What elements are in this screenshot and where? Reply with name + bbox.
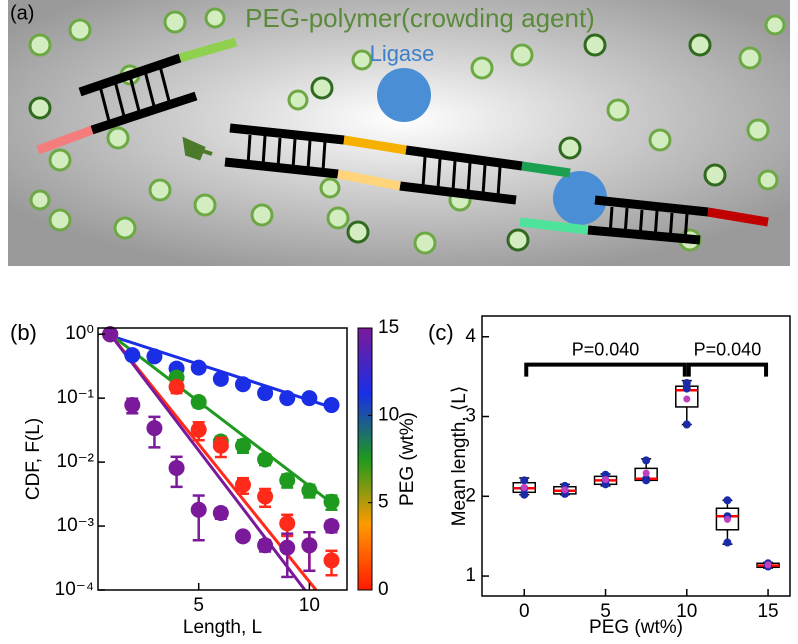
point [234,476,251,493]
colorbar-tick-label: 5 [378,492,389,513]
colorbar-tick-label: 10 [378,404,399,425]
colorbar-label: PEG (wt%) [397,412,418,506]
y-tick-label: 4 [465,326,476,347]
mean [602,476,610,484]
ligase [377,68,431,122]
point [301,390,318,407]
y-tick-label: 10⁻⁴ [55,579,94,600]
panel-a: (a) PEG-polymer(crowding agent) Ligase [8,0,790,266]
x-tick-label: 5 [600,601,611,622]
point [168,378,185,395]
point [323,493,340,510]
point [146,348,163,365]
ligase [553,171,607,225]
point [301,537,318,554]
point [257,451,274,468]
y-tick-label: 2 [465,485,476,506]
mean [520,484,528,492]
point [212,504,229,521]
point [190,501,207,518]
y-tick-label: 10⁰ [65,323,94,344]
point [279,390,296,407]
y-axis-label: CDF, F(L) [23,418,44,500]
key [182,136,213,161]
point [642,474,651,483]
x-tick-label: 15 [757,601,778,622]
x-tick-label: 10 [676,601,697,622]
point [682,384,691,393]
crowders [28,7,786,255]
point [682,379,691,388]
point [279,515,296,532]
mean [723,515,731,523]
point [234,437,251,454]
point [124,397,141,414]
x-tick-label: 0 [519,601,530,622]
point [520,490,529,499]
mean [683,395,691,403]
point [212,370,229,387]
mean [642,469,650,477]
y-tick-label: 1 [465,565,476,586]
y-tick-label: 10⁻¹ [57,387,95,408]
panel-label: (b) [10,320,37,345]
y-tick-label: 10⁻² [57,451,95,472]
mean [764,561,772,569]
point [124,347,141,364]
x-axis-label: Length, L [183,617,262,638]
point [682,420,691,429]
point [323,397,340,414]
x-axis-label: PEG (wt%) [589,617,683,638]
rungs [98,65,689,243]
point [323,518,340,535]
point [301,482,318,499]
plot-frame [97,327,348,591]
fit-line [109,333,333,505]
bracket [524,362,687,377]
point [520,476,529,485]
point [234,528,251,545]
y-tick-label: 10⁻³ [57,515,95,536]
point [212,437,229,454]
y-tick-label: 3 [465,406,476,427]
x-tick-label: 10 [299,595,320,616]
mean [561,486,569,494]
point [257,385,274,402]
point [323,552,340,569]
point [279,472,296,489]
crowder-label: PEG-polymer(crowding agent) [245,3,595,33]
point [190,421,207,438]
colorbar [357,327,373,591]
point [257,488,274,505]
plot-frame [481,315,791,597]
panel-label: (c) [428,320,454,345]
point [234,376,251,393]
point [190,359,207,376]
p-value: P=0.040 [572,339,640,359]
x-tick-label: 5 [193,595,204,616]
bracket [686,362,769,377]
point [723,496,732,505]
point [257,537,274,554]
point [642,456,651,465]
panel-label: (a) [10,2,34,24]
ligase-label: Ligase [370,41,435,66]
colorbar-tick-label: 0 [378,579,389,600]
point [168,459,185,476]
colorbar-tick-label: 15 [378,317,399,338]
point [146,420,163,437]
point [190,394,207,411]
y-axis-label: Mean length, ⟨L⟩ [449,386,470,527]
p-value: P=0.040 [694,339,762,359]
point [279,539,296,556]
point [102,326,119,343]
point [723,538,732,547]
